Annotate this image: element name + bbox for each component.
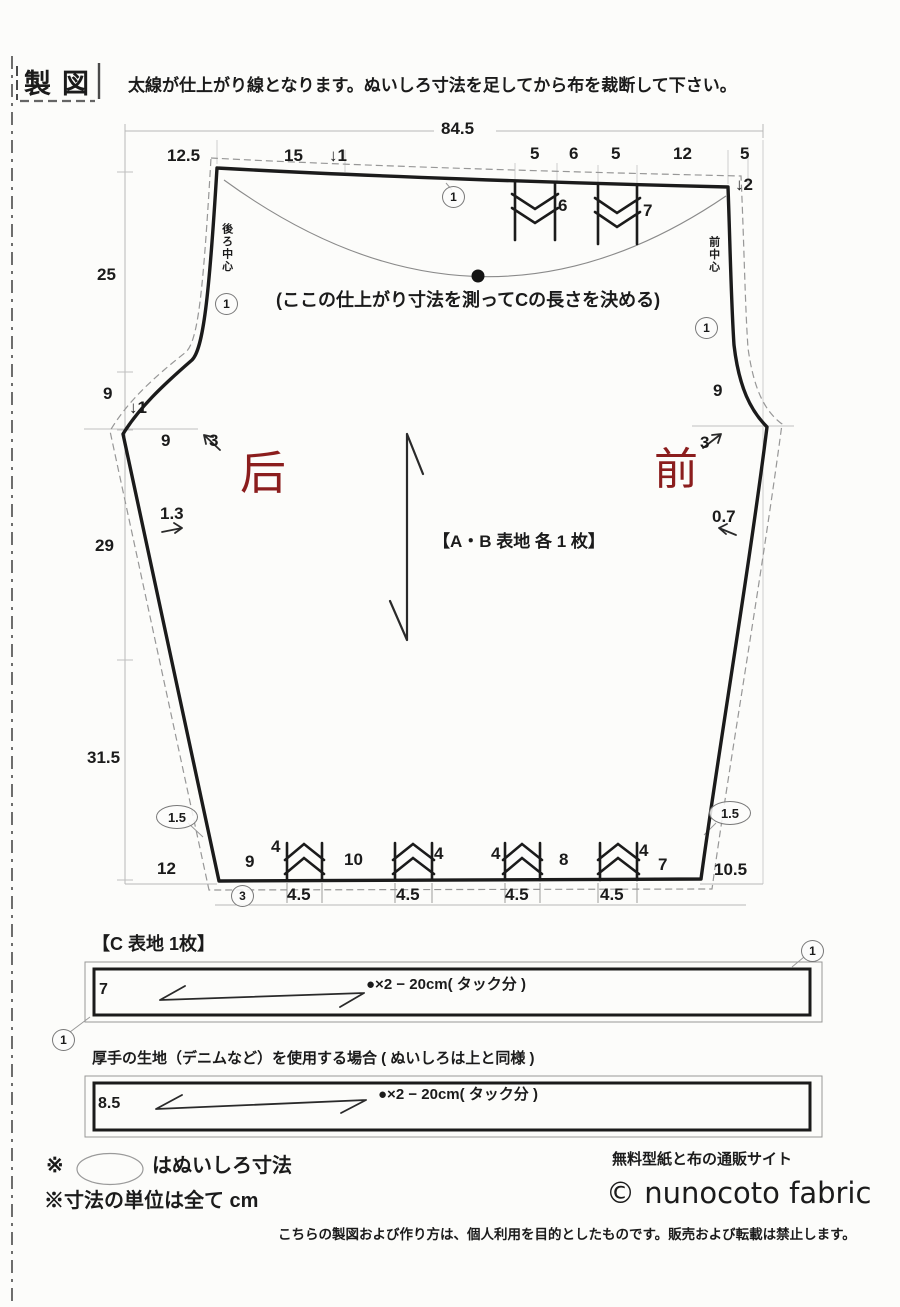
- c-piece-height: 7: [99, 981, 108, 998]
- grain-line-arrow: [388, 432, 425, 642]
- tuck-width-1: 4.5: [287, 885, 311, 904]
- seam-allowance-outline: [109, 157, 783, 891]
- dim-left-ease-1-3: 1.3: [160, 504, 184, 523]
- dim-top-12: 12: [673, 144, 692, 163]
- thick-piece-grain-arrow: [155, 1094, 367, 1114]
- thick-piece-note: ●×2 − 20cm( タック分 ): [378, 1086, 538, 1103]
- legend-mark: ※: [46, 1154, 64, 1177]
- seam-allowance-badge-hem-left: 1.5: [156, 805, 198, 829]
- thick-piece-height: 8.5: [98, 1095, 121, 1112]
- legend-seam-ellipse: [76, 1152, 144, 1186]
- dim-left-25: 25: [97, 265, 116, 284]
- seam-allowance-badge-bottom: 3: [231, 885, 254, 907]
- tuck-depth-2: 4: [434, 844, 444, 863]
- tuck-depth-1: 4: [271, 837, 281, 856]
- dim-top-15: 15: [284, 146, 303, 165]
- measure-arc: [223, 179, 727, 283]
- dim-top-total: 84.5: [437, 120, 479, 137]
- tuck-width-3: 4.5: [505, 885, 529, 904]
- thick-piece-heading: 厚手の生地（デニムなど）を使用する場合 ( ぬいしろは上と同様 ): [92, 1050, 535, 1067]
- c-piece-heading: 【C 表地 1枚】: [92, 934, 216, 954]
- dim-crotch-right-9: 9: [713, 381, 723, 400]
- back-piece-char: 后: [240, 446, 286, 500]
- piece-label-ab: 【A・B 表地 各 1 枚】: [433, 532, 605, 551]
- dim-bottom-right-10-5: 10.5: [714, 860, 748, 879]
- legend-unit-text: ※寸法の単位は全て cm: [44, 1190, 259, 1212]
- bottom-tuck-marks: [283, 841, 641, 882]
- page-title-stamp: 製図: [24, 69, 100, 99]
- seam-arrow-left-1: ↓1: [129, 398, 147, 417]
- c-piece-grain-arrow: [159, 985, 365, 1008]
- dim-left-31-5: 31.5: [87, 748, 121, 767]
- measure-note: (ここの仕上がり寸法を測ってCの長さを決める): [276, 290, 661, 310]
- seam-allowance-badge-right: 1: [695, 317, 718, 339]
- dim-top-5c: 5: [740, 144, 750, 163]
- tuck-depth-4: 4: [639, 841, 649, 860]
- dim-top-6: 6: [569, 144, 579, 163]
- center-front-label: 前中心: [707, 236, 720, 274]
- copyright-notice: こちらの製図および作り方は、個人利用を目的としたものです。販売および転載は禁止し…: [278, 1227, 856, 1242]
- dim-crotch-left-9: 9: [161, 431, 171, 450]
- dim-crotch-left-3: 3: [209, 431, 219, 450]
- dim-bottom-left-12: 12: [157, 859, 176, 878]
- hip-measure-dot: [471, 269, 485, 283]
- pattern-outline: [121, 166, 769, 883]
- dim-bottom-9: 9: [245, 852, 255, 871]
- dim-bottom-10: 10: [344, 850, 363, 869]
- site-tagline: 無料型紙と布の通販サイト: [612, 1151, 793, 1168]
- seam-allowance-badge-c-left: 1: [52, 1029, 75, 1051]
- dim-bottom-8: 8: [559, 850, 569, 869]
- seam-allowance-badge-c-right: 1: [801, 940, 824, 962]
- c-piece-note: ●×2 − 20cm( タック分 ): [366, 976, 526, 993]
- construction-lines: [69, 124, 805, 1033]
- tuck-depth-3: 4: [491, 844, 501, 863]
- seam-allowance-badge-left: 1: [215, 293, 238, 315]
- seam-arrow-top-1: ↓1: [329, 146, 347, 165]
- tuck-width-4: 4.5: [600, 885, 624, 904]
- legend-seam-text: はぬいしろ寸法: [152, 1155, 292, 1177]
- page-edge-marks: [11, 56, 101, 1307]
- dim-left-29: 29: [95, 536, 114, 555]
- center-back-label: 後ろ中心: [220, 223, 233, 273]
- brand-logo-text: © nunocoto fabric: [606, 1176, 872, 1210]
- dim-left-9: 9: [103, 384, 113, 403]
- dim-top-5b: 5: [611, 144, 621, 163]
- top-tuck-marks: [510, 179, 642, 246]
- front-piece-char: 前: [654, 444, 698, 495]
- seam-arrow-right-2: ↓2: [735, 175, 753, 194]
- dim-top-5a: 5: [530, 144, 540, 163]
- dim-crotch-right-3: 3: [700, 433, 710, 452]
- seam-allowance-badge-hem-right: 1.5: [709, 801, 751, 825]
- top-tuck-label-6: 6: [558, 196, 568, 215]
- dim-bottom-7: 7: [658, 855, 668, 874]
- dim-top-12-5: 12.5: [167, 146, 201, 165]
- instruction-text: 太線が仕上がり線となります。ぬいしろ寸法を足してから布を裁断して下さい。: [128, 76, 737, 95]
- dim-right-ease-0-7: 0.7: [712, 507, 736, 526]
- tuck-width-2: 4.5: [396, 885, 420, 904]
- top-tuck-label-7: 7: [643, 201, 653, 220]
- seam-allowance-badge-top: 1: [442, 186, 465, 208]
